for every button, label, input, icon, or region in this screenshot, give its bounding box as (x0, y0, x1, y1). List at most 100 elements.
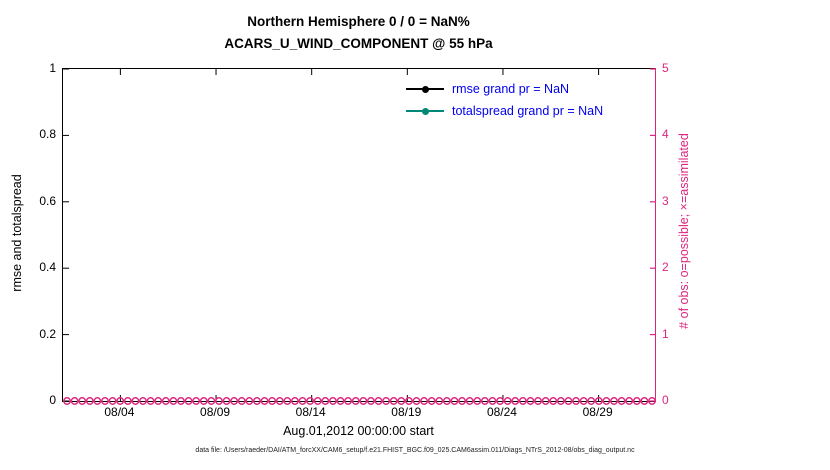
obs-possible-marker (268, 397, 277, 405)
plot-canvas (63, 68, 656, 405)
obs-possible-marker (116, 397, 125, 405)
obs-possible-marker (572, 397, 580, 405)
obs-possible-marker (93, 397, 102, 405)
obs-possible-marker (230, 397, 239, 405)
obs-possible-marker (366, 397, 375, 405)
legend: rmse grand pr = NaN totalspread grand pr… (406, 78, 603, 122)
obs-possible-marker (237, 397, 246, 405)
obs-possible-marker (412, 397, 421, 405)
obs-possible-marker (503, 397, 512, 405)
obs-possible-marker (207, 397, 216, 405)
obs-possible-marker (587, 397, 596, 405)
obs-possible-marker (579, 397, 588, 405)
obs-possible-marker (610, 397, 618, 405)
obs-possible-marker (374, 397, 383, 405)
y-tick-label-right: 5 (662, 61, 669, 75)
x-tick-label: 08/29 (582, 405, 613, 419)
obs-possible-marker (404, 397, 413, 405)
right-axis-spine (655, 68, 656, 402)
obs-possible-marker (541, 397, 550, 405)
obs-possible-marker (260, 397, 269, 405)
obs-possible-marker (214, 397, 223, 405)
legend-dot-icon (422, 107, 429, 115)
obs-possible-marker (526, 397, 535, 405)
obs-possible-marker (123, 397, 132, 405)
obs-possible-marker (222, 397, 231, 405)
obs-possible-marker (192, 397, 201, 405)
x-tick-label: 08/09 (200, 405, 231, 419)
obs-possible-marker (283, 397, 292, 405)
obs-possible-marker (420, 397, 429, 405)
obs-possible-marker (488, 397, 497, 405)
obs-possible-marker (382, 397, 391, 405)
x-tick-label: 08/19 (391, 405, 422, 419)
obs-possible-marker (169, 397, 178, 405)
legend-item-totalspread: totalspread grand pr = NaN (406, 100, 603, 122)
obs-possible-marker (161, 397, 170, 405)
obs-possible-marker (177, 397, 185, 405)
obs-possible-marker (640, 397, 649, 405)
obs-possible-marker (397, 397, 406, 405)
y-tick-label-left: 1 (49, 61, 56, 75)
obs-possible-marker (602, 397, 611, 405)
obs-possible-marker (389, 397, 398, 405)
obs-possible-marker (625, 397, 634, 405)
obs-possible-marker (199, 397, 208, 405)
obs-possible-marker (108, 397, 117, 405)
y-tick-label-right: 3 (662, 193, 669, 208)
obs-possible-marker (518, 397, 527, 405)
obs-possible-marker (534, 397, 542, 405)
chart-subtitle: ACARS_U_WIND_COMPONENT @ 55 hPa (224, 36, 493, 51)
obs-possible-marker (101, 397, 109, 405)
legend-dot-icon (422, 85, 429, 93)
obs-possible-marker (313, 397, 322, 405)
obs-possible-marker (549, 397, 558, 405)
obs-possible-marker (594, 397, 603, 405)
y-tick-label-left: 0.4 (39, 260, 56, 275)
legend-line-sample-totalspread (406, 107, 444, 115)
obs-possible-marker (146, 397, 155, 405)
obs-possible-marker (252, 397, 261, 405)
obs-possible-marker (245, 397, 254, 405)
obs-possible-marker (184, 397, 193, 405)
obs-possible-marker (632, 397, 641, 405)
obs-possible-marker (70, 397, 79, 405)
x-tick-label: 08/14 (295, 405, 326, 419)
obs-possible-marker (359, 397, 368, 405)
y-tick-label-left: 0.8 (39, 127, 56, 142)
obs-possible-marker (427, 397, 436, 405)
obs-possible-marker (298, 397, 307, 405)
obs-possible-marker (617, 397, 626, 405)
y-tick-label-left: 0 (49, 393, 56, 407)
chart-title: Northern Hemisphere 0 / 0 = NaN% (247, 14, 470, 29)
x-tick-label: 08/24 (486, 405, 517, 419)
obs-possible-marker (139, 397, 147, 405)
obs-possible-marker (442, 397, 451, 405)
obs-possible-marker (154, 397, 163, 405)
obs-possible-marker (275, 397, 284, 405)
obs-possible-marker (351, 397, 360, 405)
obs-possible-marker (556, 397, 565, 405)
obs-possible-marker (131, 397, 140, 405)
obs-possible-marker (458, 397, 467, 405)
y-tick-label-right: 1 (662, 326, 669, 341)
y-tick-label-right: 2 (662, 260, 669, 275)
obs-possible-marker (496, 397, 505, 405)
legend-line-sample-rmse (406, 85, 444, 93)
obs-possible-marker (336, 397, 345, 405)
obs-possible-marker (511, 397, 520, 405)
x-axis-label: Aug.01,2012 00:00:00 start (283, 424, 434, 438)
obs-possible-marker (344, 397, 353, 405)
y-tick-label-left: 0.6 (39, 193, 56, 208)
obs-possible-marker (465, 397, 474, 405)
obs-possible-marker (290, 397, 299, 405)
y-tick-label-left: 0.2 (39, 326, 56, 341)
obs-possible-marker (78, 397, 87, 405)
y-tick-label-right: 0 (662, 393, 669, 407)
legend-label-rmse: rmse grand pr = NaN (452, 82, 570, 96)
obs-possible-marker (473, 397, 482, 405)
obs-possible-marker (480, 397, 489, 405)
obs-possible-marker (321, 397, 330, 405)
x-tick-label: 08/04 (104, 405, 135, 419)
